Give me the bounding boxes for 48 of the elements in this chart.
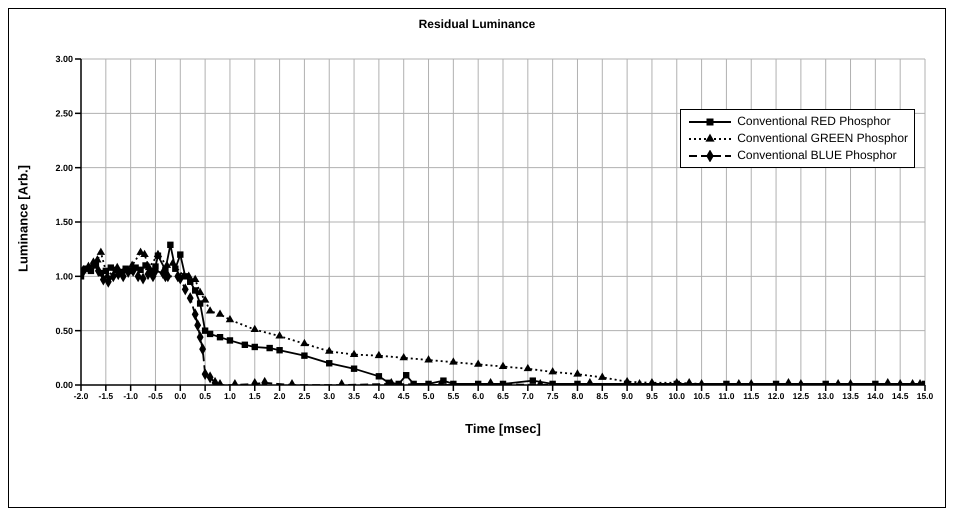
x-tick-label: 10.0 <box>668 391 686 402</box>
x-tick-label: -2.0 <box>74 391 89 402</box>
legend-label: Conventional RED Phosphor <box>737 113 891 130</box>
x-tick-label: 6.0 <box>472 391 484 402</box>
y-tick-label: 2.50 <box>55 108 73 119</box>
x-tick-label: 3.0 <box>323 391 336 402</box>
x-tick-label: 2.0 <box>274 391 286 402</box>
x-tick-label: 1.0 <box>224 391 236 402</box>
x-tick-label: 12.0 <box>768 391 785 402</box>
x-tick-label: 4.5 <box>398 391 410 402</box>
x-tick-label: 0.0 <box>174 391 186 402</box>
x-tick-label: 9.0 <box>621 391 634 402</box>
y-tick-label: 0.50 <box>55 326 73 336</box>
x-tick-label: 13.0 <box>817 391 834 402</box>
y-tick-label: 0.00 <box>55 380 73 390</box>
x-tick-label: 7.0 <box>522 391 534 402</box>
x-tick-label: 14.0 <box>867 391 884 402</box>
x-tick-label: -0.5 <box>148 391 164 402</box>
x-axis-title: Time [msec] <box>465 421 541 436</box>
x-tick-label: 3.5 <box>348 391 360 402</box>
x-tick-label: -1.5 <box>98 391 114 402</box>
x-tick-label: -1.0 <box>123 391 138 402</box>
x-tick-label: 13.5 <box>842 391 860 402</box>
x-tick-label: 1.5 <box>248 391 261 402</box>
y-tick-label: 1.00 <box>55 272 73 282</box>
x-tick-label: 5.0 <box>422 391 435 402</box>
x-tick-label: 12.5 <box>792 391 810 402</box>
x-tick-label: 8.5 <box>596 391 608 402</box>
x-tick-label: 7.5 <box>546 391 559 402</box>
legend-label: Conventional BLUE Phosphor <box>737 147 897 164</box>
y-tick-label: 2.00 <box>55 162 73 173</box>
y-axis-title: Luminance [Arb.] <box>16 165 31 272</box>
x-tick-label: 11.5 <box>743 391 760 402</box>
y-tick-label: 3.00 <box>55 54 73 64</box>
x-tick-label: 4.0 <box>372 391 386 402</box>
legend-label: Conventional GREEN Phosphor <box>737 130 908 147</box>
x-tick-label: 15.0 <box>916 391 934 402</box>
x-tick-label: 2.5 <box>298 391 311 402</box>
y-tick-label: 1.50 <box>55 217 73 228</box>
x-tick-label: 5.5 <box>447 391 460 402</box>
chart-title: Residual Luminance <box>418 17 536 31</box>
x-tick-label: 11.0 <box>718 391 735 402</box>
x-tick-label: 10.5 <box>693 391 710 402</box>
x-tick-label: 9.5 <box>646 391 658 402</box>
x-tick-label: 8.0 <box>572 391 584 402</box>
x-tick-label: 14.5 <box>892 391 909 402</box>
x-tick-label: 0.5 <box>199 391 212 402</box>
x-tick-label: 6.5 <box>497 391 510 402</box>
